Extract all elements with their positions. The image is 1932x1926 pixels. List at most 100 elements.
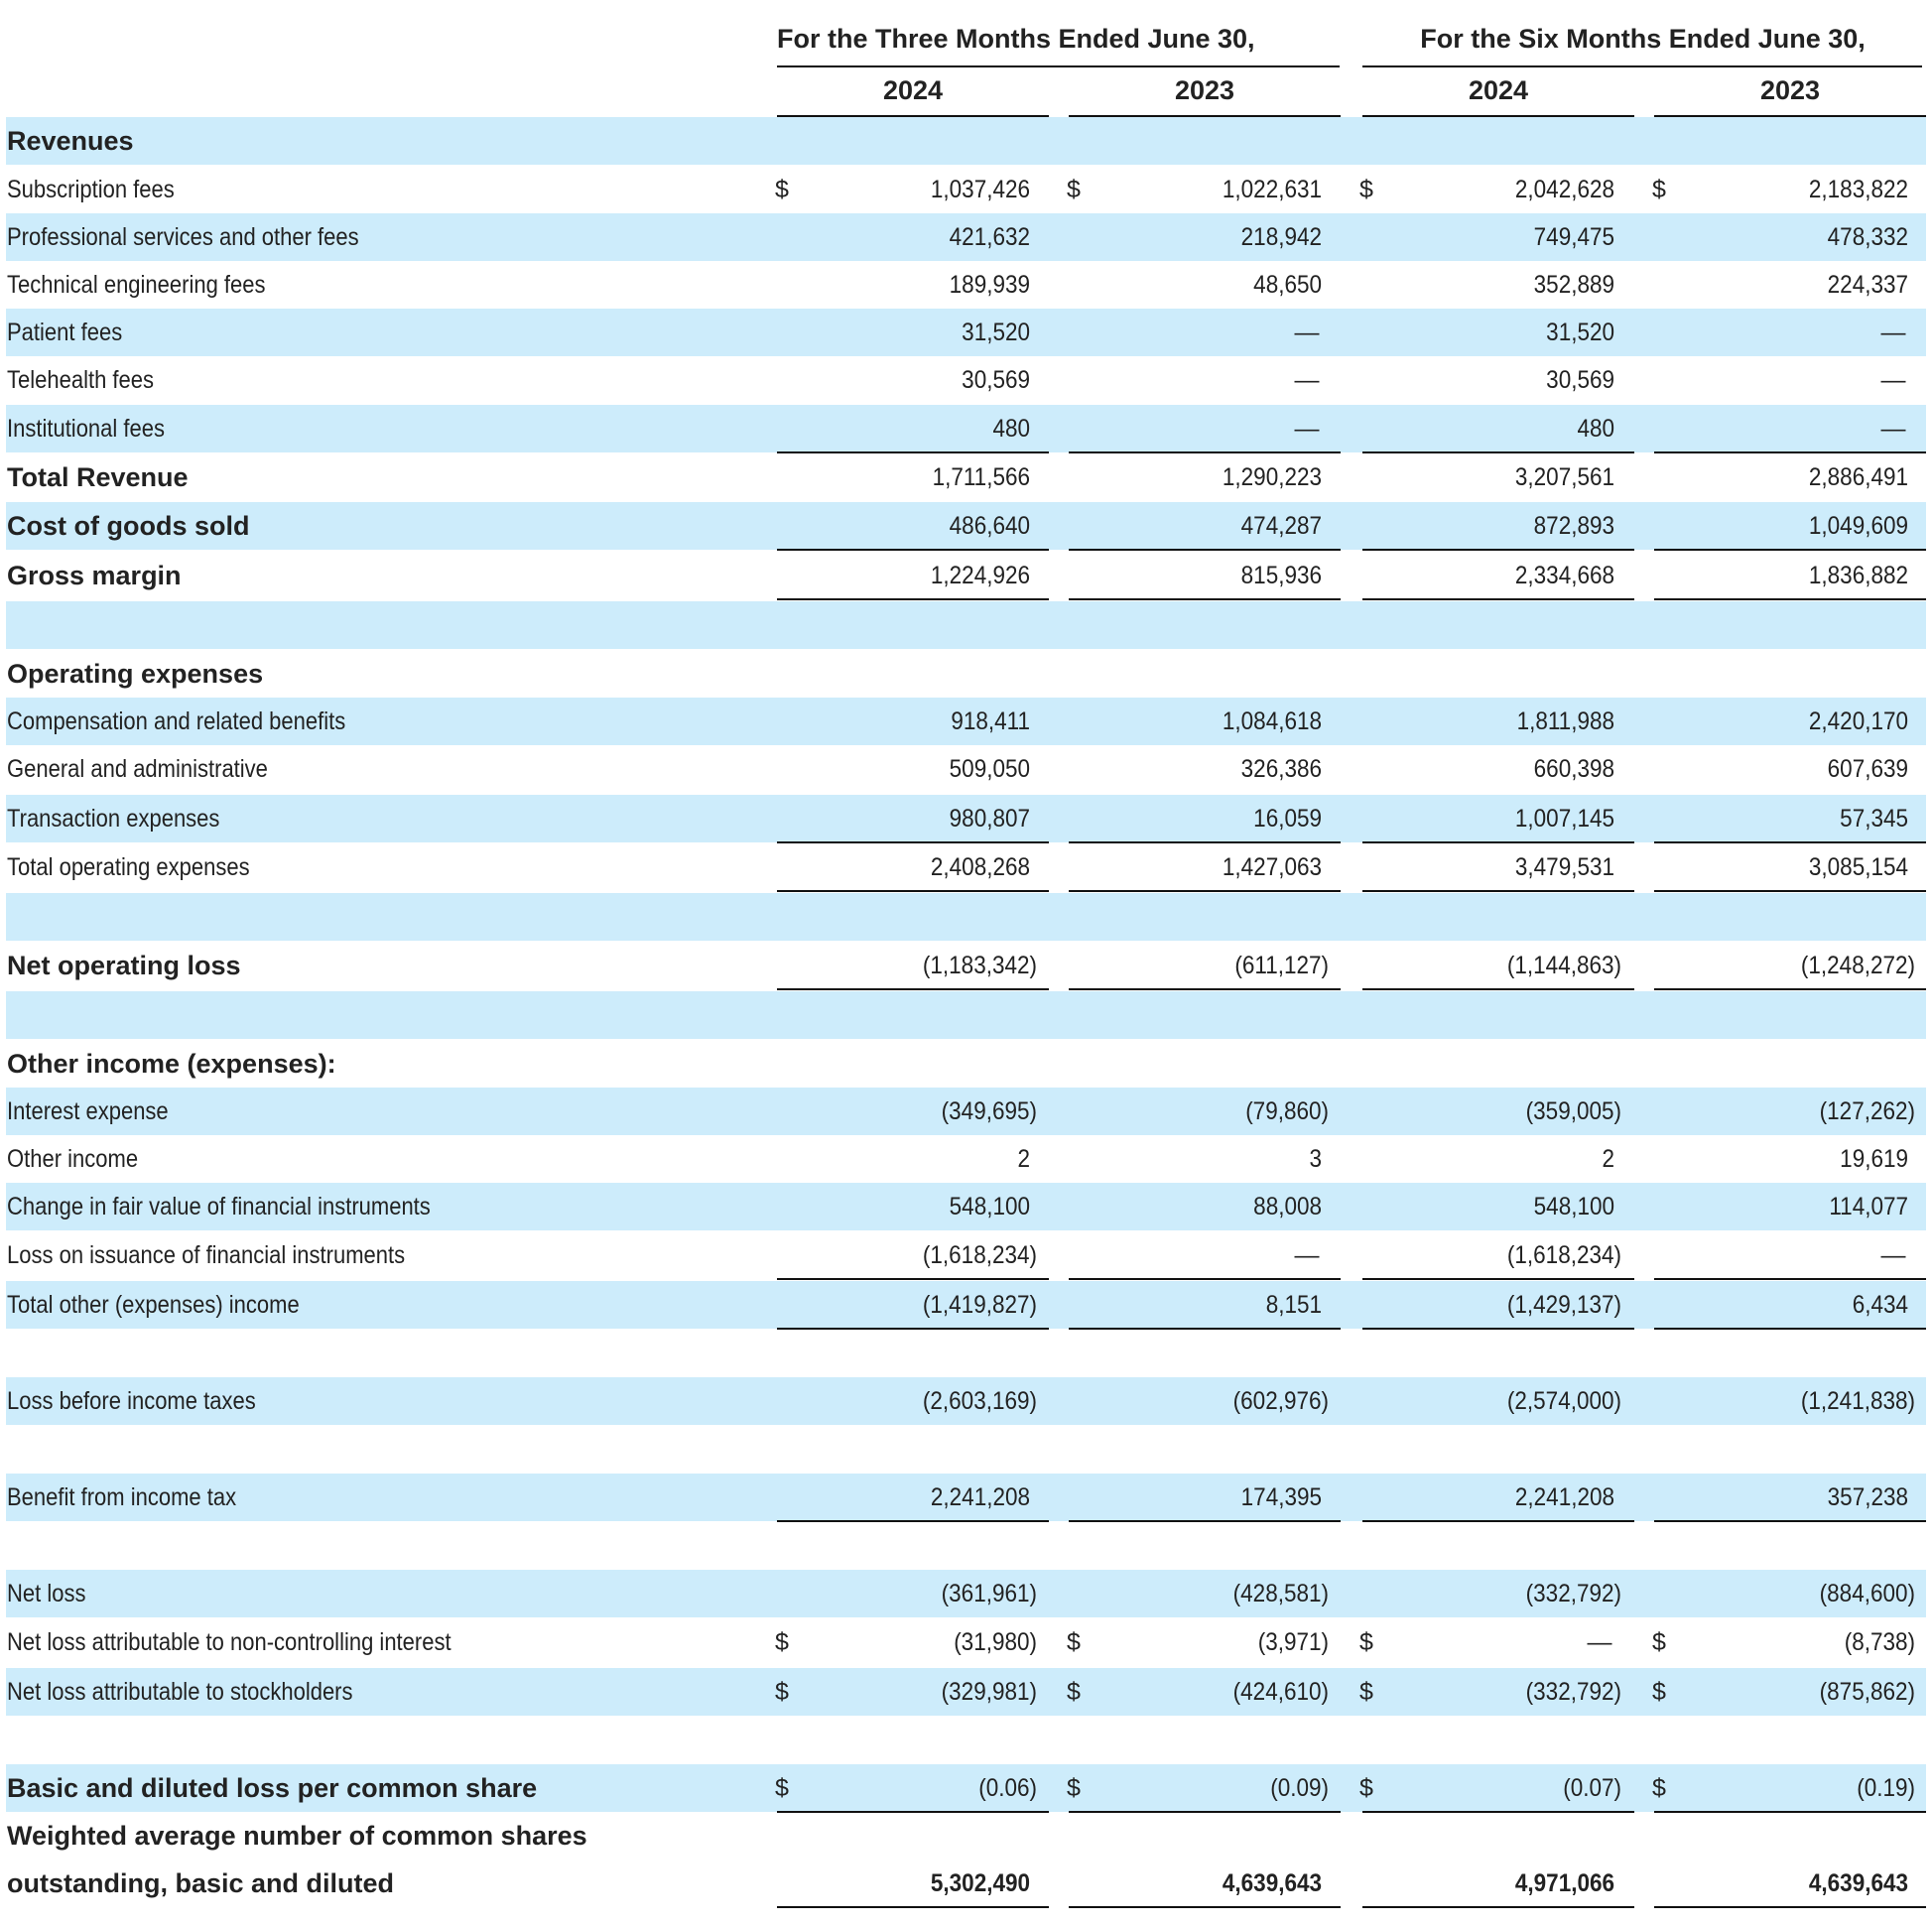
row-label: Change in fair value of financial instru… bbox=[7, 1193, 431, 1220]
spacer-row bbox=[6, 1425, 1926, 1473]
value-cell: 918,411 bbox=[951, 707, 1030, 735]
row-label: Other income (expenses): bbox=[7, 1049, 336, 1079]
underline-rule bbox=[1362, 1328, 1634, 1330]
value-cell: 3,207,561 bbox=[1514, 463, 1614, 491]
value-cell: 357,238 bbox=[1827, 1483, 1908, 1511]
table-row: Loss before income taxes (2,603,169) (602,… bbox=[6, 1377, 1926, 1425]
value-cell: (2,603,169) bbox=[922, 1387, 1037, 1415]
table-row: Institutional fees 480 — 480 — bbox=[6, 405, 1926, 452]
row-label: Loss before income taxes bbox=[7, 1387, 256, 1415]
currency-symbol: $ bbox=[1652, 1678, 1666, 1706]
value-cell: 1,224,926 bbox=[930, 562, 1030, 589]
value-cell: 326,386 bbox=[1240, 755, 1322, 783]
underline-rule bbox=[777, 549, 1049, 551]
value-cell: (1,241,838) bbox=[1800, 1387, 1915, 1415]
value-cell: 3 bbox=[1309, 1145, 1322, 1173]
year-rule bbox=[1069, 115, 1341, 117]
value-cell: — bbox=[1294, 366, 1320, 394]
value-cell: — bbox=[1294, 319, 1320, 346]
spacer-row bbox=[6, 1715, 1926, 1762]
value-cell: — bbox=[1880, 319, 1906, 346]
table-row: Interest expense (349,695) (79,860) (359,00… bbox=[6, 1088, 1926, 1135]
value-cell: (0.19) bbox=[1857, 1774, 1915, 1802]
value-cell: 749,475 bbox=[1533, 223, 1614, 251]
value-cell: (424,610) bbox=[1232, 1678, 1329, 1706]
value-cell: 5,302,490 bbox=[930, 1869, 1030, 1897]
underline-rule bbox=[1362, 598, 1634, 600]
underline-rule bbox=[1654, 1328, 1926, 1330]
row-label: Total other (expenses) income bbox=[7, 1291, 300, 1319]
table-row: Patient fees 31,520 — 31,520 — bbox=[6, 309, 1926, 356]
value-cell: 4,971,066 bbox=[1514, 1869, 1614, 1897]
table-row: Net loss attributable to non-controlling… bbox=[6, 1618, 1926, 1666]
value-cell: 2 bbox=[1017, 1145, 1030, 1173]
currency-symbol: $ bbox=[775, 1774, 789, 1802]
underline-rule bbox=[1069, 1811, 1341, 1813]
underline-rule bbox=[1069, 1328, 1341, 1330]
value-cell: (0.06) bbox=[978, 1774, 1037, 1802]
row-label: Operating expenses bbox=[7, 659, 264, 689]
underline-rule bbox=[777, 1278, 1049, 1280]
value-cell: 114,077 bbox=[1829, 1193, 1908, 1220]
underline-rule bbox=[777, 598, 1049, 600]
value-cell: — bbox=[1587, 1628, 1612, 1656]
value-cell: (8,738) bbox=[1844, 1628, 1915, 1656]
value-cell: (332,792) bbox=[1525, 1678, 1621, 1706]
value-cell: 2,241,208 bbox=[1514, 1483, 1614, 1511]
value-cell: (611,127) bbox=[1234, 952, 1329, 979]
value-cell: 31,520 bbox=[1546, 319, 1614, 346]
value-cell: (602,976) bbox=[1232, 1387, 1329, 1415]
table-row: Operating expenses bbox=[6, 650, 1926, 698]
underline-rule bbox=[1362, 1906, 1634, 1908]
spacer-row bbox=[6, 991, 1926, 1039]
year-header: 2024 bbox=[882, 75, 944, 105]
row-label: Net loss attributable to stockholders bbox=[7, 1678, 353, 1706]
underline-rule bbox=[1362, 1278, 1634, 1280]
value-cell: 1,049,609 bbox=[1808, 512, 1908, 540]
value-cell: 486,640 bbox=[949, 512, 1030, 540]
underline-rule bbox=[1362, 1811, 1634, 1813]
value-cell: (332,792) bbox=[1525, 1580, 1621, 1607]
header-six-months: For the Six Months Ended June 30, bbox=[1420, 24, 1866, 54]
row-label: Weighted average number of common shares bbox=[7, 1821, 587, 1851]
value-cell: 2,183,822 bbox=[1808, 176, 1908, 203]
year-header: 2023 bbox=[1174, 75, 1235, 105]
value-cell: — bbox=[1294, 1241, 1320, 1269]
currency-symbol: $ bbox=[1652, 176, 1666, 203]
table-row: Gross margin 1,224,926 815,936 2,334,668 1,8… bbox=[6, 552, 1926, 599]
underline-rule bbox=[1654, 1811, 1926, 1813]
value-cell: 474,287 bbox=[1240, 512, 1322, 540]
year-rule bbox=[1362, 115, 1634, 117]
underline-rule bbox=[1362, 988, 1634, 990]
value-cell: (1,429,137) bbox=[1506, 1291, 1621, 1319]
table-row: Other income (expenses): bbox=[6, 1040, 1926, 1088]
value-cell: 352,889 bbox=[1533, 271, 1614, 299]
table-row: Other income 2 3 2 19,619 bbox=[6, 1135, 1926, 1183]
value-cell: 224,337 bbox=[1827, 271, 1908, 299]
value-cell: 19,619 bbox=[1840, 1145, 1908, 1173]
value-cell: (1,248,272) bbox=[1800, 952, 1915, 979]
underline-rule bbox=[1654, 1906, 1926, 1908]
year-rule bbox=[777, 115, 1049, 117]
value-cell: (875,862) bbox=[1819, 1678, 1915, 1706]
currency-symbol: $ bbox=[775, 1628, 789, 1656]
header-three-months-rule bbox=[777, 65, 1340, 67]
underline-rule bbox=[1362, 549, 1634, 551]
currency-symbol: $ bbox=[775, 1678, 789, 1706]
value-cell: 1,711,566 bbox=[932, 463, 1030, 491]
underline-rule bbox=[1362, 1520, 1634, 1522]
table-row: Compensation and related benefits 918,411… bbox=[6, 698, 1926, 745]
table-row: Loss on issuance of financial instrument… bbox=[6, 1231, 1926, 1279]
underline-rule bbox=[777, 451, 1049, 453]
value-cell: 3,085,154 bbox=[1808, 853, 1908, 881]
table-row: Transaction expenses 980,807 16,059 1,007,1… bbox=[6, 795, 1926, 842]
currency-symbol: $ bbox=[1359, 176, 1373, 203]
underline-rule bbox=[1654, 890, 1926, 892]
value-cell: — bbox=[1880, 1241, 1906, 1269]
row-label: Total operating expenses bbox=[7, 853, 250, 881]
currency-symbol: $ bbox=[1359, 1628, 1373, 1656]
value-cell: 2,042,628 bbox=[1514, 176, 1614, 203]
value-cell: 480 bbox=[1577, 415, 1614, 443]
value-cell: 1,037,426 bbox=[930, 176, 1030, 203]
row-label: Revenues bbox=[7, 126, 134, 156]
